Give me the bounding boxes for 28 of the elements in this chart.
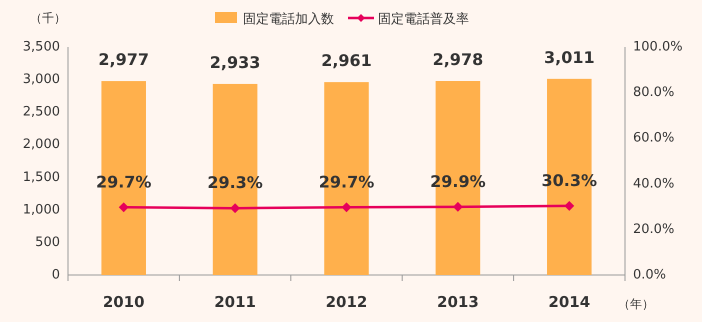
legend-label: 固定電話加入数 (243, 12, 334, 27)
y-tick-label: 0 (52, 268, 60, 282)
x-tick-label: 2013 (437, 293, 479, 311)
y2-tick-label: 80.0% (633, 85, 674, 100)
data-label: 2,977 (98, 50, 150, 70)
y-tick-label: 1,000 (22, 202, 60, 218)
y2-tick-label: 100.0% (633, 40, 683, 54)
x-tick-label: 2012 (326, 293, 368, 311)
data-label: 2,933 (210, 52, 260, 72)
y-tick-label: 3,000 (22, 72, 60, 88)
data-label: 2,978 (432, 50, 484, 70)
y-tick-label: 500 (35, 234, 60, 250)
y-tick-label: 3,500 (22, 40, 60, 54)
y2-tick-label: 40.0% (633, 176, 674, 192)
data-label: 3,011 (544, 48, 595, 67)
y2-tick-label: 60.0% (633, 130, 674, 146)
data-label: 2,961 (321, 51, 372, 70)
x-tick-label: 2010 (102, 293, 145, 311)
y-tick-label: 2,500 (22, 104, 60, 120)
y-axis-title: （千） (30, 11, 66, 25)
y2-tick-label: 0.0% (633, 268, 666, 282)
y-tick-label: 1,500 (22, 170, 60, 185)
x-tick-label: 2014 (548, 293, 590, 311)
y-tick-label: 2,000 (22, 137, 60, 152)
y2-tick-label: 20.0% (633, 222, 674, 237)
legend-label: 固定電話普及率 (378, 11, 469, 27)
x-axis-title: （年） (618, 297, 654, 311)
x-tick-label: 2011 (214, 293, 256, 311)
